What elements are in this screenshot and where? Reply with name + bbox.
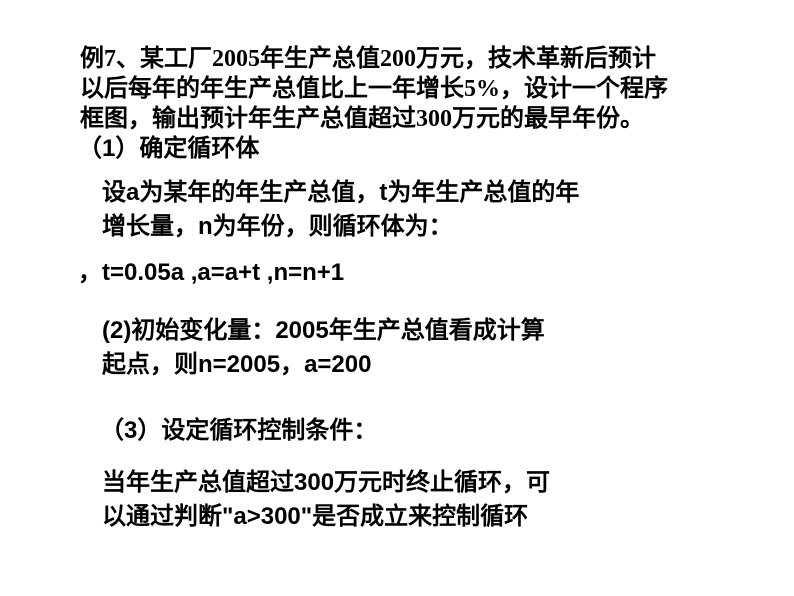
- step3-title: （3）设定循环控制条件：: [100, 410, 377, 445]
- step3-body-line-2: 以通过判断"a>300"是否成立来控制循环: [102, 496, 528, 531]
- step3-body-line-1: 当年生产总值超过300万元时终止循环，可: [102, 462, 550, 497]
- step1-body-line-1: 设a为某年的年生产总值，t为年生产总值的年: [102, 172, 579, 207]
- step2-line-2: 起点，则n=2005，a=200: [102, 344, 371, 379]
- step2-line-1: (2)初始变化量：2005年生产总值看成计算: [102, 310, 545, 345]
- step1-formula: ，t=0.05a ,a=a+t ,n=n+1: [78, 252, 344, 287]
- slide: 例7、某工厂2005年生产总值200万元，技术革新后预计 以后每年的年生产总值比…: [0, 0, 794, 596]
- step1-title: （1）确定循环体: [78, 128, 259, 163]
- step1-body-line-2: 增长量，n为年份，则循环体为：: [102, 206, 453, 241]
